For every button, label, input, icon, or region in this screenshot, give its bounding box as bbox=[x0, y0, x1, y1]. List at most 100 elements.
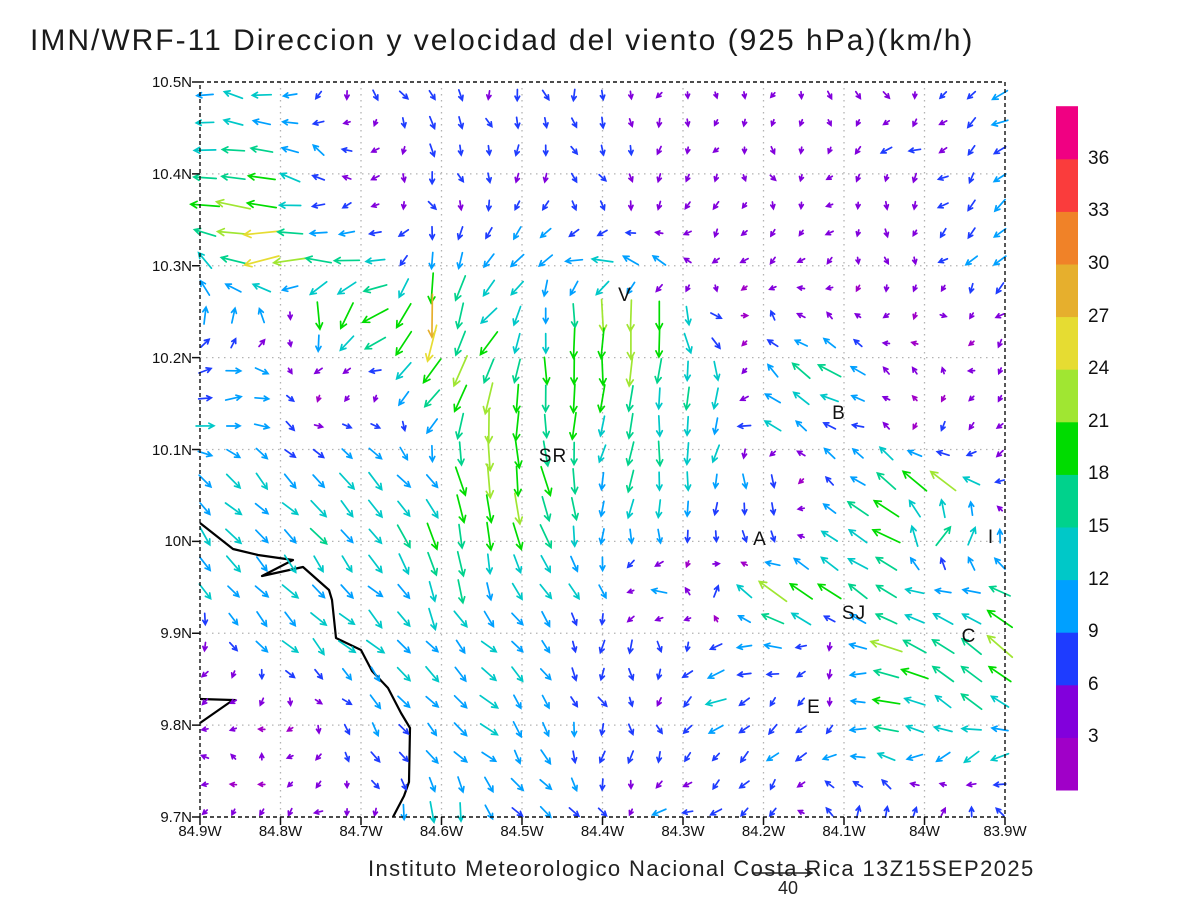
wind-arrow bbox=[198, 474, 213, 489]
wind-arrow bbox=[683, 332, 693, 355]
wind-arrow bbox=[685, 284, 691, 293]
wind-arrow bbox=[368, 528, 383, 545]
wind-arrow bbox=[400, 201, 407, 211]
wind-arrow bbox=[279, 172, 301, 183]
wind-arrow bbox=[597, 384, 606, 414]
wind-arrow bbox=[883, 284, 890, 293]
wind-arrow bbox=[960, 693, 983, 711]
wind-arrow bbox=[422, 358, 442, 384]
wind-arrow bbox=[254, 502, 270, 515]
wind-arrow bbox=[683, 386, 691, 412]
wind-arrow bbox=[708, 643, 723, 651]
wind-arrow bbox=[315, 334, 322, 354]
wind-arrow bbox=[850, 422, 865, 429]
x-tick-label: 84.1W bbox=[822, 823, 866, 840]
wind-arrow bbox=[454, 275, 467, 302]
wind-arrow bbox=[968, 500, 975, 517]
wind-arrow bbox=[427, 551, 439, 577]
wind-arrow bbox=[912, 422, 918, 431]
wind-arrow bbox=[824, 780, 835, 789]
wind-arrow bbox=[883, 805, 890, 819]
wind-arrow bbox=[484, 776, 494, 794]
wind-arrow bbox=[258, 338, 266, 348]
wind-arrow bbox=[225, 555, 242, 573]
wind-arrow bbox=[651, 254, 667, 266]
wind-arrow bbox=[741, 502, 748, 517]
wind-arrow bbox=[769, 450, 777, 457]
wind-arrow bbox=[513, 465, 522, 498]
wind-arrow bbox=[598, 528, 606, 546]
wind-arrow bbox=[569, 327, 578, 360]
wind-arrow bbox=[427, 272, 436, 305]
wind-arrow bbox=[370, 423, 382, 430]
wind-arrow bbox=[514, 172, 521, 184]
wind-arrow bbox=[938, 781, 947, 788]
wind-arrow bbox=[370, 202, 380, 209]
wind-arrow bbox=[340, 529, 354, 544]
wind-arrow bbox=[848, 726, 867, 733]
wind-arrow bbox=[423, 389, 441, 408]
wind-arrow bbox=[511, 807, 524, 818]
colorbar bbox=[1056, 106, 1078, 791]
colorbar-segment bbox=[1056, 474, 1078, 528]
wind-arrow bbox=[881, 778, 892, 790]
wind-arrow bbox=[736, 422, 752, 430]
wind-arrow bbox=[879, 146, 893, 154]
colorbar-segment bbox=[1056, 632, 1078, 686]
wind-arrow bbox=[997, 394, 1003, 403]
wind-arrow bbox=[542, 172, 549, 184]
wind-arrow bbox=[655, 300, 664, 332]
wind-arrow bbox=[428, 444, 436, 464]
wind-arrow bbox=[457, 523, 466, 550]
wind-vectors bbox=[189, 88, 1014, 824]
wind-arrow bbox=[398, 90, 410, 100]
wind-arrow bbox=[509, 253, 525, 268]
wind-arrow bbox=[853, 313, 862, 319]
wind-arrow bbox=[224, 283, 242, 293]
wind-arrow bbox=[986, 634, 1014, 659]
wind-arrow bbox=[768, 285, 777, 291]
wind-arrow bbox=[400, 173, 407, 184]
wind-arrow bbox=[571, 667, 578, 682]
wind-arrow bbox=[539, 524, 553, 550]
wind-arrow bbox=[852, 338, 863, 348]
wind-arrow bbox=[485, 90, 492, 101]
wind-arrow bbox=[738, 725, 751, 734]
wind-arrow bbox=[514, 116, 521, 130]
wind-arrow bbox=[453, 751, 469, 763]
wind-arrow bbox=[960, 665, 983, 683]
wind-arrow bbox=[769, 228, 776, 238]
wind-arrow bbox=[769, 174, 777, 182]
wind-arrow bbox=[855, 201, 861, 211]
wind-arrow bbox=[822, 503, 837, 514]
wind-arrow bbox=[599, 556, 606, 573]
wind-arrow bbox=[257, 726, 266, 733]
wind-arrow bbox=[712, 779, 720, 791]
wind-arrow bbox=[825, 174, 834, 181]
wind-arrow bbox=[368, 471, 383, 491]
wind-arrow bbox=[655, 440, 664, 468]
wind-arrow bbox=[713, 360, 721, 382]
wind-arrow bbox=[681, 809, 694, 816]
wind-arrow bbox=[824, 202, 834, 208]
wind-arrow bbox=[485, 553, 494, 576]
wind-arrow bbox=[598, 500, 606, 518]
wind-arrow bbox=[255, 529, 269, 544]
wind-arrow bbox=[683, 696, 692, 708]
wind-arrow bbox=[570, 117, 578, 129]
wind-arrow bbox=[541, 279, 549, 298]
colorbar-label: 24 bbox=[1088, 358, 1110, 380]
wind-arrow bbox=[542, 413, 551, 440]
wind-arrow bbox=[312, 809, 324, 815]
wind-arrow bbox=[847, 583, 868, 600]
wind-arrow bbox=[932, 612, 954, 625]
wind-arrow bbox=[992, 781, 1007, 788]
wind-arrow bbox=[456, 226, 464, 241]
wind-arrow bbox=[367, 499, 384, 519]
wind-arrow bbox=[514, 438, 523, 470]
wind-arrow bbox=[570, 441, 578, 467]
wind-arrow bbox=[310, 202, 326, 209]
wind-arrow bbox=[822, 615, 836, 623]
wind-arrow bbox=[599, 722, 606, 737]
